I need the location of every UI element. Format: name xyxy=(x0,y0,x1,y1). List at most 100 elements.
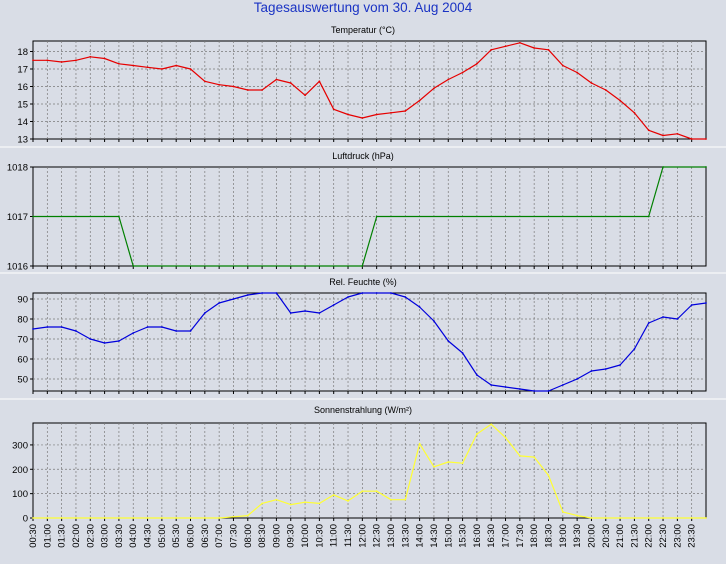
data-point xyxy=(304,94,306,97)
data-point xyxy=(232,515,235,518)
data-point xyxy=(32,215,34,218)
data-point xyxy=(475,433,478,435)
series-line xyxy=(33,42,706,140)
x-tick-label: 07:30 xyxy=(228,524,239,548)
x-tick-label: 08:00 xyxy=(243,524,254,548)
data-point xyxy=(705,166,707,168)
data-point xyxy=(418,306,421,308)
data-point xyxy=(89,517,92,519)
data-point xyxy=(561,64,564,67)
data-point xyxy=(289,82,292,84)
data-point xyxy=(289,312,292,314)
data-point xyxy=(75,330,77,332)
y-tick-label: 15 xyxy=(17,100,28,111)
y-tick-label: 70 xyxy=(17,335,28,346)
y-tick-label: 200 xyxy=(12,465,28,476)
data-point xyxy=(261,292,264,294)
y-tick-label: 17 xyxy=(17,65,28,76)
data-point xyxy=(433,87,435,90)
y-tick-label: 14 xyxy=(17,117,28,128)
data-point xyxy=(232,298,235,300)
data-point xyxy=(547,474,550,477)
x-tick-label: 20:00 xyxy=(586,524,597,548)
x-tick-label: 05:00 xyxy=(157,524,168,548)
y-tick-label: 16 xyxy=(17,82,28,93)
data-point xyxy=(604,368,607,370)
data-point xyxy=(647,129,650,132)
data-point xyxy=(60,61,63,63)
data-point xyxy=(547,48,550,51)
x-tick-label: 14:30 xyxy=(429,524,440,548)
data-point xyxy=(533,456,536,459)
data-point xyxy=(189,330,192,332)
data-point xyxy=(490,384,493,386)
x-tick-label: 13:00 xyxy=(386,524,397,548)
data-point xyxy=(447,340,450,342)
x-tick-label: 02:30 xyxy=(85,524,96,548)
data-point xyxy=(203,312,206,314)
x-tick-label: 03:30 xyxy=(114,524,125,548)
series-line xyxy=(33,423,706,519)
data-point xyxy=(218,517,221,519)
data-point xyxy=(461,462,464,465)
x-tick-label: 19:30 xyxy=(572,524,583,548)
x-tick-label: 17:00 xyxy=(501,524,512,548)
data-point xyxy=(433,320,435,322)
data-point xyxy=(604,89,607,91)
data-point xyxy=(619,517,621,519)
data-point xyxy=(633,111,636,114)
x-tick-label: 17:30 xyxy=(515,524,526,548)
data-point xyxy=(347,500,349,502)
data-point xyxy=(676,517,679,519)
data-point xyxy=(261,502,264,505)
data-point xyxy=(647,322,650,324)
data-point xyxy=(146,517,149,519)
data-point xyxy=(690,517,693,519)
plot-frame xyxy=(32,292,707,392)
data-point xyxy=(361,292,364,294)
x-tick-label: 08:30 xyxy=(257,524,268,548)
data-point xyxy=(647,215,650,218)
data-point xyxy=(433,465,435,468)
data-point xyxy=(332,108,335,111)
data-point xyxy=(218,83,221,86)
x-tick-label: 01:00 xyxy=(42,524,53,548)
data-point xyxy=(332,304,335,306)
data-point xyxy=(390,292,392,294)
data-point xyxy=(561,511,564,513)
data-point xyxy=(619,364,621,366)
x-tick-label: 07:00 xyxy=(214,524,225,548)
data-point xyxy=(132,265,135,267)
data-point xyxy=(261,89,264,91)
data-point xyxy=(590,517,593,519)
data-point xyxy=(518,388,521,390)
x-tick-label: 02:00 xyxy=(71,524,82,548)
data-point xyxy=(103,57,106,60)
x-tick-label: 16:00 xyxy=(472,524,483,548)
y-tick-label: 13 xyxy=(17,135,28,146)
x-tick-label: 06:30 xyxy=(200,524,211,548)
data-point xyxy=(375,113,378,116)
x-tick-label: 11:30 xyxy=(343,524,354,547)
chart-title: Sonnenstrahlung (W/m²) xyxy=(314,405,412,415)
data-point xyxy=(690,138,693,140)
plot-frame xyxy=(32,422,707,519)
data-point xyxy=(504,45,507,48)
x-tick-label: 22:30 xyxy=(658,524,669,548)
data-point xyxy=(347,296,349,298)
data-point xyxy=(490,48,493,51)
data-point xyxy=(318,312,321,314)
x-tick-label: 09:30 xyxy=(286,524,297,548)
data-point xyxy=(160,326,163,328)
x-tick-label: 18:30 xyxy=(543,524,554,548)
data-point xyxy=(633,348,636,350)
data-point xyxy=(705,302,707,304)
data-point xyxy=(246,294,249,296)
data-point xyxy=(576,514,579,517)
data-point xyxy=(390,498,392,501)
chart-title: Luftdruck (hPa) xyxy=(332,151,394,161)
data-point xyxy=(189,517,192,519)
data-point xyxy=(361,265,364,267)
